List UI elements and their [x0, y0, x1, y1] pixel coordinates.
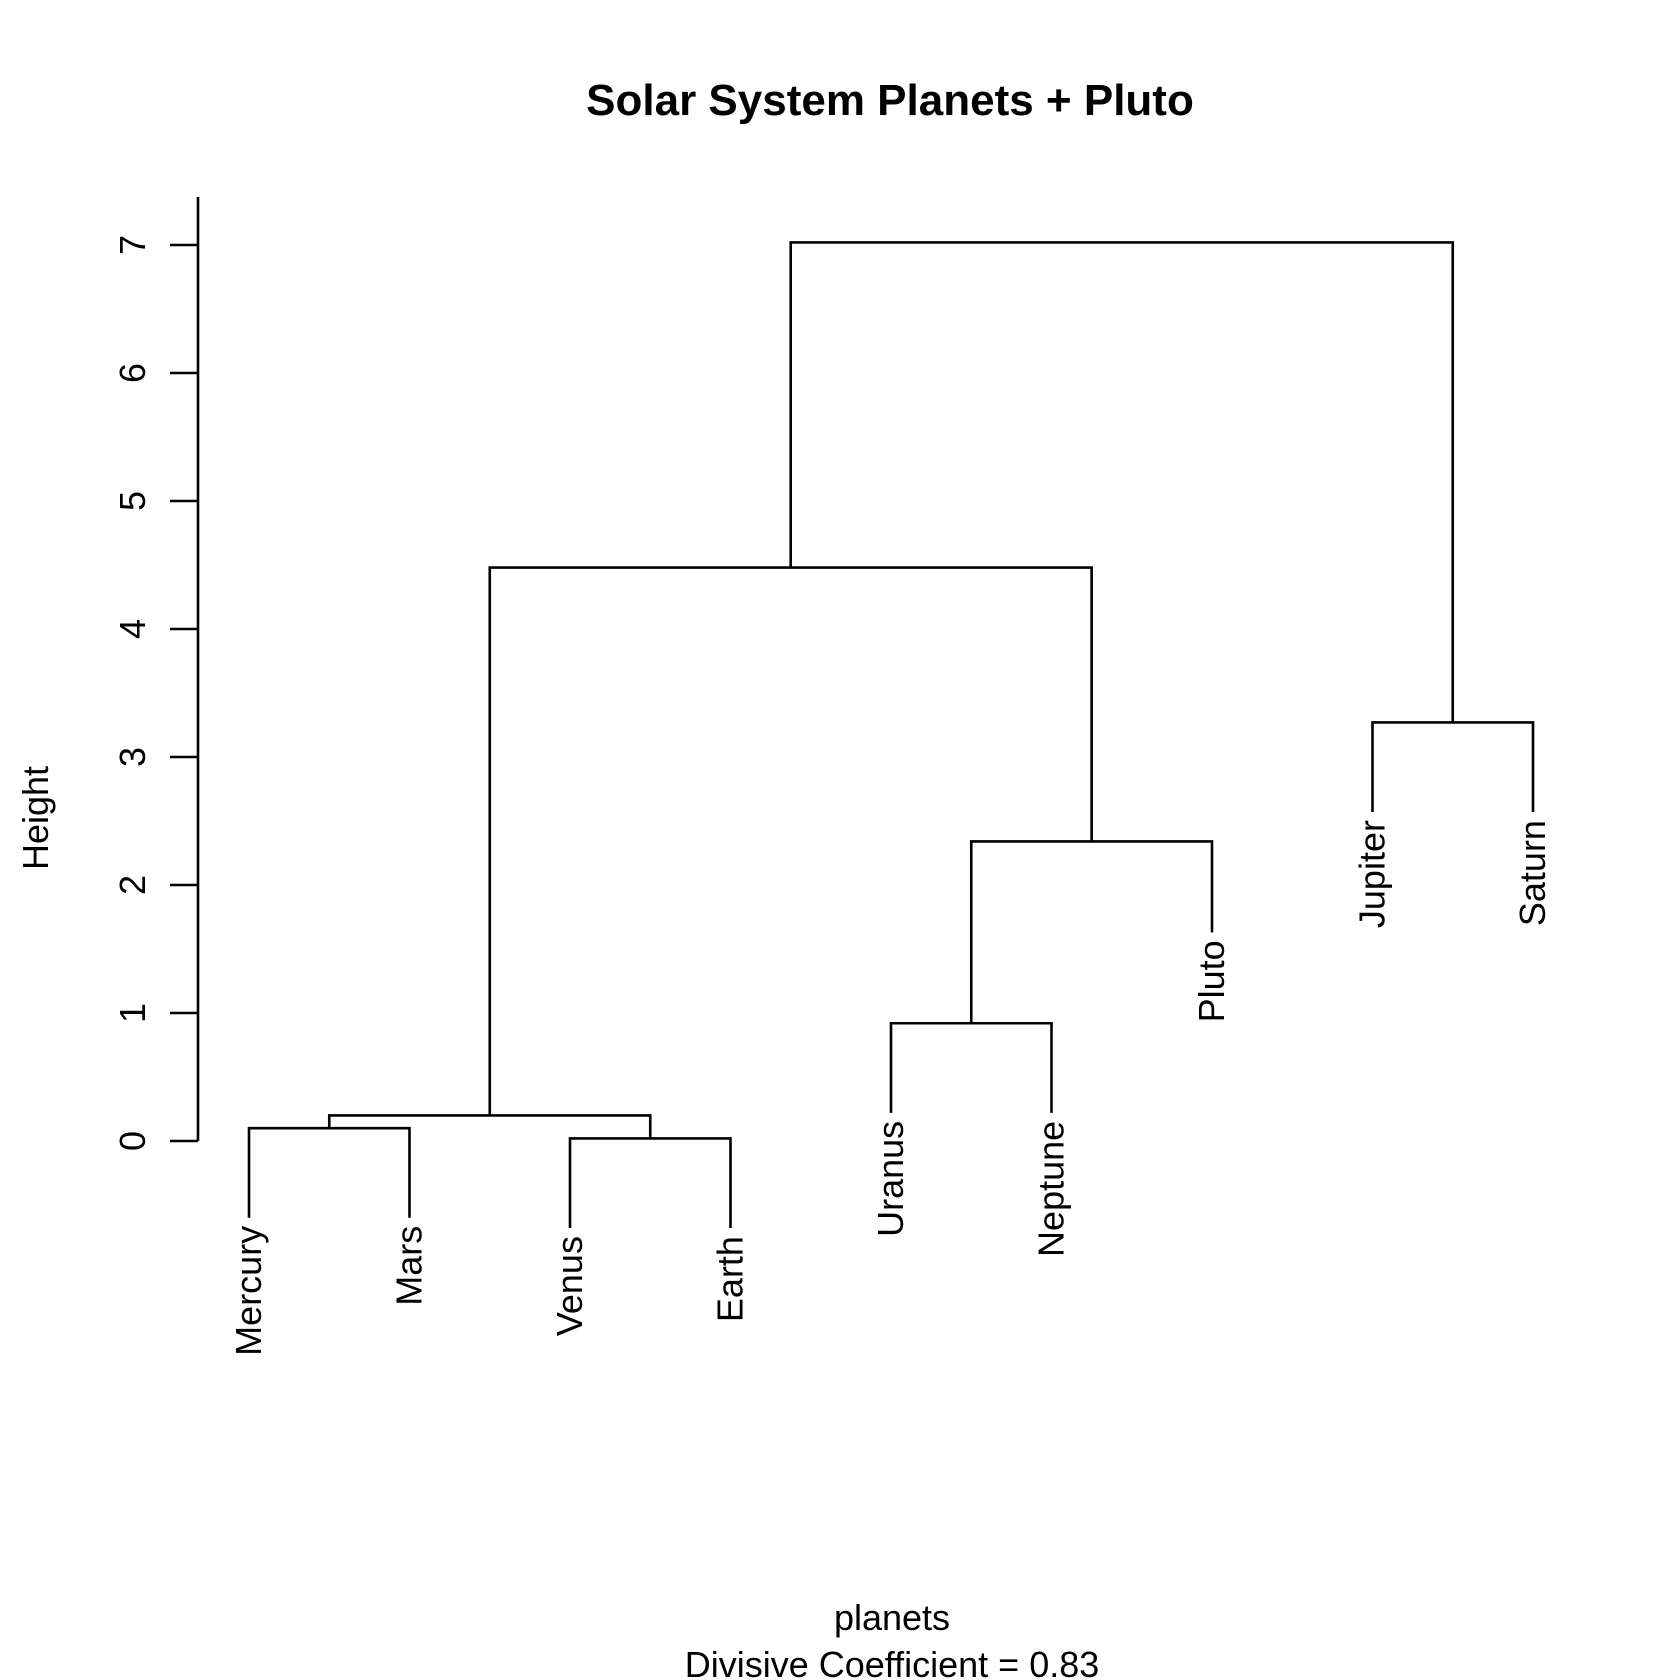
- y-tick-label: 4: [112, 619, 153, 639]
- leaf-label: Earth: [710, 1236, 751, 1322]
- x-axis-label: planets: [834, 1597, 950, 1638]
- divisive-coefficient-label: Divisive Coefficient = 0.83: [685, 1644, 1100, 1680]
- y-tick-label: 5: [112, 491, 153, 511]
- leaf-label: Mars: [389, 1226, 430, 1306]
- leaf-label: Venus: [549, 1236, 590, 1336]
- leaf-label: Mercury: [228, 1226, 269, 1356]
- leaf-label: Jupiter: [1352, 820, 1393, 928]
- y-axis: 0 1 2 3 4 5 6 7: [112, 197, 200, 1151]
- y-tick-label: 6: [112, 363, 153, 383]
- chart-title: Solar System Planets + Pluto: [586, 76, 1194, 125]
- dendrogram-tree: [247, 241, 1535, 1229]
- leaf-label: Pluto: [1191, 940, 1232, 1022]
- merge-branch: [889, 1021, 1053, 1113]
- leaf-labels: Mercury Mars Venus Earth Uranus Neptune Pluto J…: [228, 820, 1553, 1356]
- leaf-label: Uranus: [870, 1121, 911, 1237]
- merge-branch: [568, 1137, 732, 1229]
- y-tick-label: 7: [112, 235, 153, 255]
- y-tick-label: 2: [112, 875, 153, 895]
- y-tick-label: 0: [112, 1131, 153, 1151]
- merge-branch: [247, 1126, 411, 1218]
- y-tick-label: 1: [112, 1003, 153, 1023]
- y-tick-label: 3: [112, 747, 153, 767]
- leaf-label: Saturn: [1512, 820, 1553, 926]
- merge-branch: [789, 241, 1455, 723]
- y-axis-label: Height: [15, 766, 56, 870]
- merge-branch: [1371, 721, 1535, 813]
- merge-branch: [969, 840, 1214, 1024]
- leaf-label: Neptune: [1031, 1121, 1072, 1257]
